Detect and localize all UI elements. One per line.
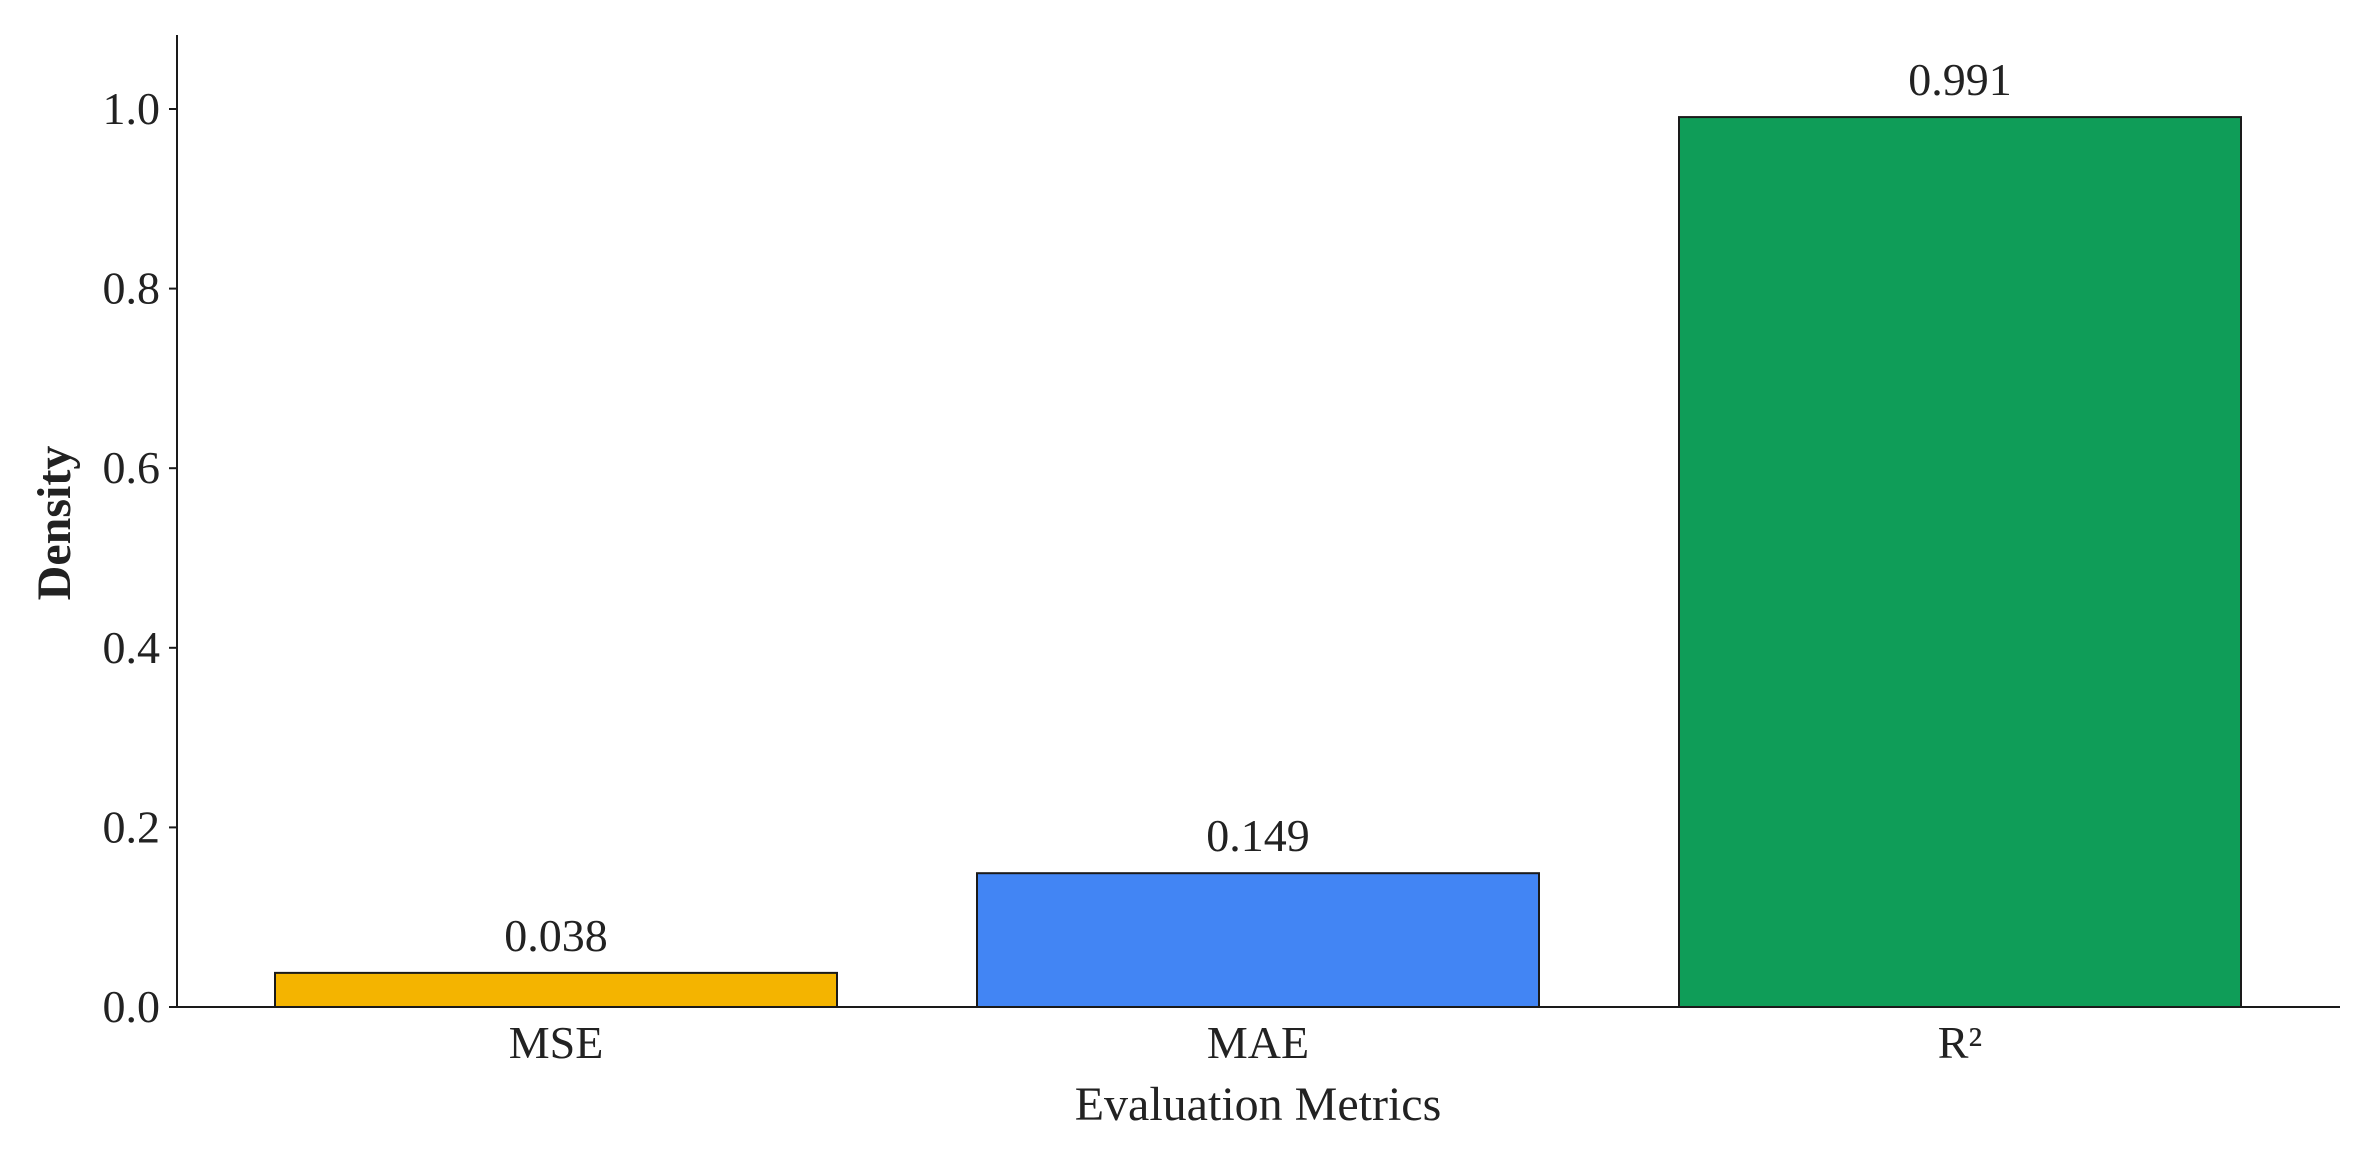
y-tick-label: 0.8 bbox=[103, 263, 161, 314]
y-ticks-layer: 0.0 0.2 0.4 0.6 0.8 1.0 bbox=[103, 83, 177, 1032]
data-labels-layer: 0.038 0.149 0.991 bbox=[504, 54, 2012, 961]
x-ticks-layer: MSE MAE R² bbox=[509, 1017, 1983, 1068]
bar-mse bbox=[274, 971, 838, 1008]
x-tick-label-mae: MAE bbox=[1207, 1017, 1309, 1068]
data-label-r: 0.991 bbox=[1908, 54, 2012, 105]
y-tick-label: 0.0 bbox=[103, 981, 161, 1032]
bar-mae bbox=[976, 872, 1540, 1008]
axes-layer bbox=[176, 35, 2340, 1008]
data-label-mae: 0.149 bbox=[1206, 810, 1310, 861]
y-tick-label: 0.6 bbox=[103, 442, 161, 493]
x-tick-label-r: R² bbox=[1938, 1017, 1982, 1068]
x-tick-label-mse: MSE bbox=[509, 1017, 604, 1068]
y-tick-label: 0.4 bbox=[103, 622, 161, 673]
y-axis-title: Density bbox=[28, 446, 81, 601]
bars-layer bbox=[274, 116, 2242, 1009]
data-label-mse: 0.038 bbox=[504, 910, 608, 961]
x-axis-title: Evaluation Metrics bbox=[1075, 1078, 1442, 1131]
y-tick-label: 1.0 bbox=[103, 83, 161, 134]
y-tick-label: 0.2 bbox=[103, 801, 161, 852]
bar-r bbox=[1678, 116, 2242, 1009]
